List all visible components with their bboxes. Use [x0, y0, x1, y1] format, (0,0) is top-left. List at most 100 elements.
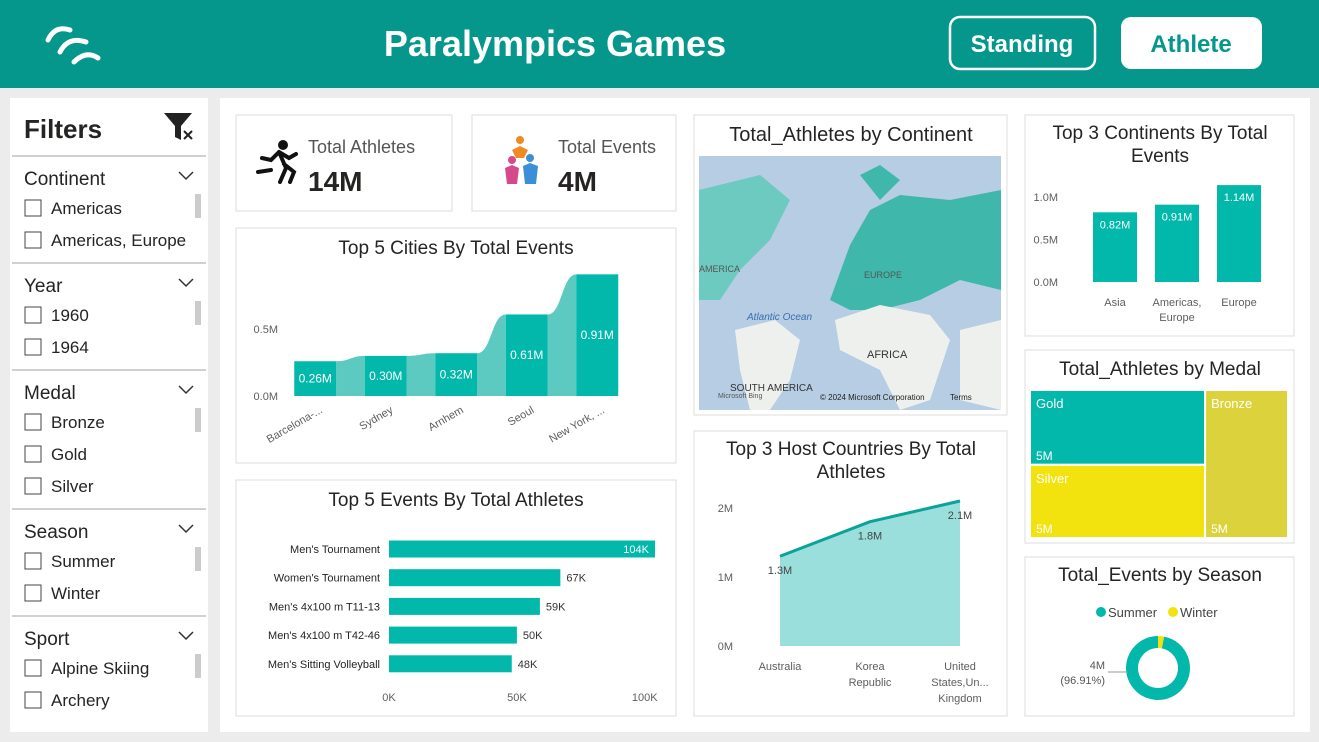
standing-button-label[interactable]: Standing: [971, 31, 1074, 58]
tile: [1029, 389, 1207, 466]
kpi-card: [471, 114, 677, 212]
x-tick-label: United States,Un... Kingdom: [931, 661, 988, 705]
chevron[interactable]: [178, 631, 194, 641]
filter-panel: [10, 98, 208, 732]
chart-title: Top 5 Events By Total Athletes: [328, 490, 583, 511]
tick-label: 0.0M: [254, 391, 278, 403]
value-label: 0.26M: [299, 372, 332, 386]
filter-groups: Continent Americas Americas, Europe Year 196…: [12, 155, 206, 710]
value-label: 0.91M: [581, 328, 614, 342]
checkbox[interactable]: [24, 691, 42, 709]
tick-label: 50K: [507, 692, 527, 704]
ribbon: [336, 355, 365, 396]
checkbox[interactable]: [24, 445, 42, 463]
filter-option[interactable]: 1964: [51, 338, 89, 357]
value-label: 0.82M: [1100, 219, 1131, 231]
filter-name: Continent: [24, 169, 106, 190]
chevron[interactable]: [178, 385, 194, 395]
chevron[interactable]: [178, 524, 194, 534]
chevron[interactable]: [178, 278, 194, 288]
bar: [389, 540, 655, 558]
bar: [1093, 212, 1137, 282]
filter-option[interactable]: Americas, Europe: [51, 231, 186, 250]
map-title: Total_Athletes by Continent: [729, 124, 973, 146]
legend-marker: [1096, 607, 1106, 617]
logo: [45, 26, 101, 65]
tick-label: 100K: [632, 692, 658, 704]
athlete-button-label[interactable]: Athlete: [1150, 31, 1231, 58]
ribbon: [477, 314, 506, 396]
tick-label: 2M: [718, 503, 733, 515]
y-tick-label: Women's Tournament: [274, 573, 380, 585]
filter-option[interactable]: Summer: [51, 552, 116, 571]
filter-option[interactable]: Winter: [51, 584, 100, 603]
filter-option[interactable]: Bronze: [51, 413, 105, 432]
checkbox[interactable]: [24, 413, 42, 431]
value-label: 50K: [523, 630, 543, 642]
filter-option[interactable]: Archery: [51, 691, 110, 710]
value-label: 5M: [1211, 522, 1228, 536]
bar: [505, 314, 548, 396]
tile-label: Silver: [1036, 471, 1069, 486]
checkbox[interactable]: [24, 659, 42, 677]
map-label: Atlantic Ocean: [746, 312, 812, 323]
runner-icon: [256, 140, 298, 184]
chart-title: Top 5 Cities By Total Events: [338, 238, 573, 259]
y-tick-label: Men's Sitting Volleyball: [268, 659, 380, 671]
line: [779, 499, 961, 558]
checkbox[interactable]: [24, 477, 42, 495]
map-label: AFRICA: [867, 349, 908, 361]
x-tick-label: Asia: [1104, 297, 1126, 309]
value-label: 0.32M: [440, 368, 473, 382]
filter-name: Sport: [24, 629, 70, 650]
area: [780, 501, 960, 646]
y-tick-label: Men's 4x100 m T11-13: [269, 601, 380, 613]
bar: [389, 597, 540, 615]
x-tick-label: Australia: [759, 661, 803, 673]
tick-label: 0.0M: [1034, 277, 1058, 289]
bar: [364, 355, 407, 396]
standing-button[interactable]: [948, 15, 1097, 71]
checkbox[interactable]: [24, 306, 42, 324]
scrollbar: [195, 408, 201, 432]
donut-slice: [1126, 636, 1191, 700]
value-label: 0.61M: [510, 348, 543, 362]
bar: [389, 626, 517, 644]
x-tick-label: Europe: [1221, 297, 1256, 309]
tick-label: 1M: [718, 572, 733, 584]
checkbox[interactable]: [24, 338, 42, 356]
clear-filter-icon[interactable]: [164, 113, 193, 140]
value-label: 48K: [518, 659, 538, 671]
header-bar: [0, 0, 1319, 88]
value-label: 2.1M: [948, 510, 972, 522]
kpi-label: Total Athletes: [308, 137, 415, 157]
athlete-button[interactable]: [1121, 17, 1262, 69]
map-label: SOUTH AMERICA: [730, 383, 813, 394]
checkbox[interactable]: [24, 552, 42, 570]
filter-option[interactable]: Gold: [51, 445, 87, 464]
kpi-card: [235, 114, 453, 212]
bar: [389, 655, 512, 673]
checkbox[interactable]: [24, 231, 42, 249]
chart-title: Total_Events by Season: [1058, 565, 1262, 586]
checkbox[interactable]: [24, 199, 42, 217]
filter-option[interactable]: Silver: [51, 477, 94, 496]
bar: [435, 353, 478, 396]
legend-marker: [1168, 607, 1178, 617]
value-label: 0.91M: [1162, 212, 1193, 224]
value-label: 59K: [546, 601, 566, 613]
filter-option[interactable]: Americas: [51, 199, 122, 218]
kpi-value: 14M: [308, 166, 362, 197]
tile-label: Bronze: [1211, 396, 1252, 411]
checkbox[interactable]: [24, 584, 42, 602]
tick-label: 0.5M: [1034, 235, 1058, 247]
filter-option[interactable]: 1960: [51, 306, 89, 325]
chevron[interactable]: [178, 171, 194, 181]
scrollbar: [195, 654, 201, 678]
page-title: Paralympics Games: [384, 23, 726, 64]
filter-option[interactable]: Alpine Skiing: [51, 659, 149, 678]
chart-title: Total_Athletes by Medal: [1059, 359, 1261, 380]
map-label: AMERICA: [699, 264, 740, 274]
y-tick-label: Men's Tournament: [290, 544, 380, 556]
